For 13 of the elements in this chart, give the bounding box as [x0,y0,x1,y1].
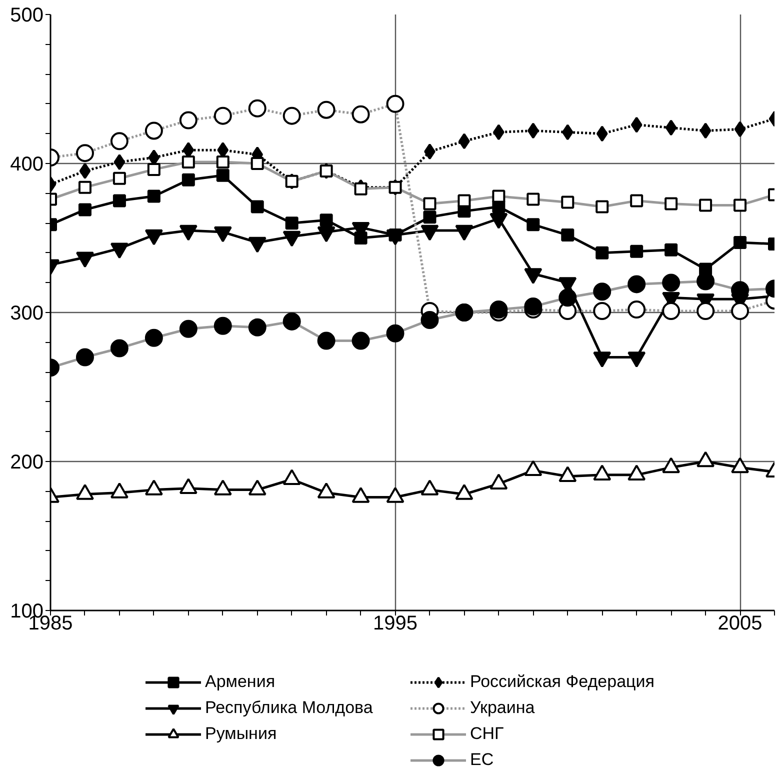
x-tick-label: 1995 [373,612,418,634]
y-tick-label: 200 [10,452,44,474]
x-tick-label: 2005 [718,612,762,634]
y-tick-label: 500 [10,4,44,26]
legend-label: Российская Федерация [470,671,654,693]
y-tick-label: 400 [10,154,44,176]
legend-label: СНГ [470,723,504,745]
legend-label: ЕС [470,749,494,771]
legend-label: Республика Молдова [205,697,373,719]
legend-label: Румыния [205,723,277,745]
legend-label: Армения [205,671,276,693]
y-tick-label: 300 [10,302,44,324]
legend-label: Украина [470,697,535,719]
